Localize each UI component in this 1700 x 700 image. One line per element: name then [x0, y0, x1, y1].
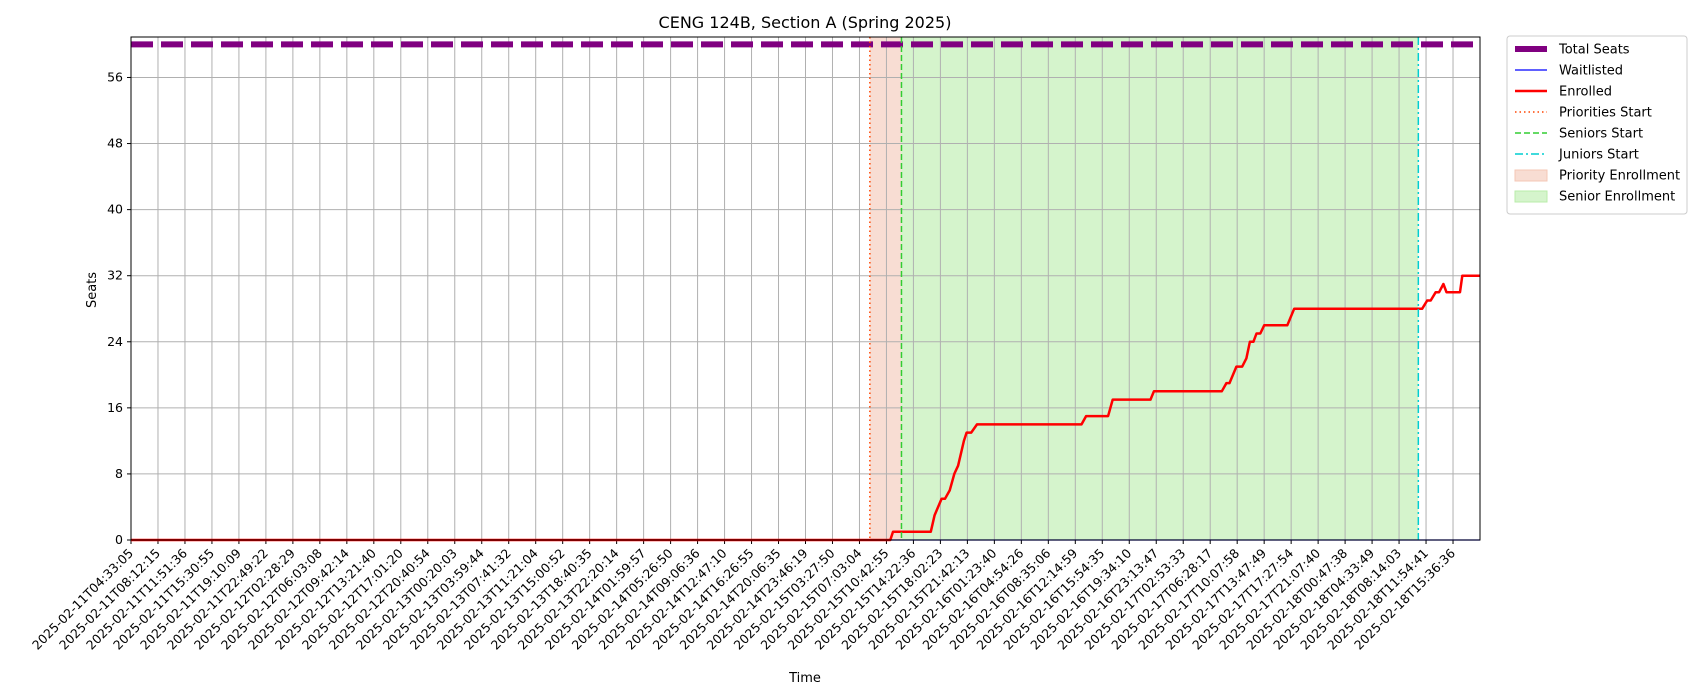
x-axis-label: Time	[788, 671, 821, 686]
series-enrolled	[131, 274, 1480, 542]
y-tick-label: 32	[107, 268, 123, 283]
y-tick-label: 56	[107, 69, 123, 84]
legend-key-priority-enrollment	[1514, 169, 1548, 182]
legend-label: Enrolled	[1559, 85, 1612, 100]
legend-label: Senior Enrollment	[1559, 190, 1675, 205]
y-tick-label: 40	[107, 202, 123, 217]
span-senior-enrollment	[901, 37, 1419, 540]
legend-label: Waitlisted	[1559, 64, 1623, 79]
y-tick-label: 0	[115, 532, 123, 547]
legend-label: Juniors Start	[1558, 148, 1639, 163]
span-priority-enrollment	[869, 37, 902, 540]
y-axis-label: Seats	[85, 272, 100, 308]
legend-label: Total Seats	[1558, 43, 1630, 58]
axes-frame	[130, 36, 1481, 541]
y-tick-label: 16	[107, 400, 123, 415]
y-tick-label: 8	[115, 466, 123, 481]
legend-label: Priorities Start	[1559, 106, 1652, 121]
legend-key-senior-enrollment	[1514, 190, 1548, 203]
y-tick-label: 24	[107, 334, 123, 349]
chart-title: CENG 124B, Section A (Spring 2025)	[659, 13, 952, 32]
legend-label: Seniors Start	[1559, 127, 1643, 142]
y-tick-label: 48	[107, 136, 123, 151]
legend: Total Seats Waitlisted Enrolled Priorities …	[1506, 35, 1688, 215]
legend-label: Priority Enrollment	[1559, 169, 1680, 184]
plot-area: 2025-02-11T04:33:052025-02-11T08:12:1520…	[29, 36, 1481, 653]
legend-box	[1506, 35, 1688, 215]
